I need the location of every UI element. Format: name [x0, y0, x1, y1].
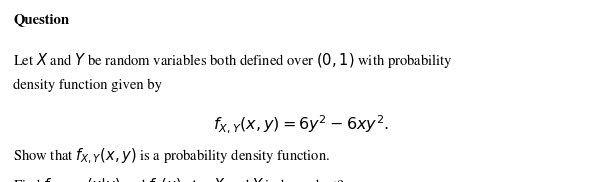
Text: Show that $f_{X,Y}(x, y)$ is a probability density function.: Show that $f_{X,Y}(x, y)$ is a probabili… — [13, 147, 330, 166]
Text: Let $X$ and $Y$ be random variables both defined over $(0,1)$ with probability: Let $X$ and $Y$ be random variables both… — [13, 51, 453, 70]
Text: $f_{X,Y}(x, y) = 6y^2 - 6xy^2.$: $f_{X,Y}(x, y) = 6y^2 - 6xy^2.$ — [213, 113, 389, 135]
Text: Find $f_{X,Y=y}(x|y)$ and $f_X(x)$. Are $X$ and $Y$ independent?: Find $f_{X,Y=y}(x|y)$ and $f_X(x)$. Are … — [13, 177, 345, 182]
Text: Question: Question — [13, 13, 69, 26]
Text: density function given by: density function given by — [13, 78, 163, 92]
